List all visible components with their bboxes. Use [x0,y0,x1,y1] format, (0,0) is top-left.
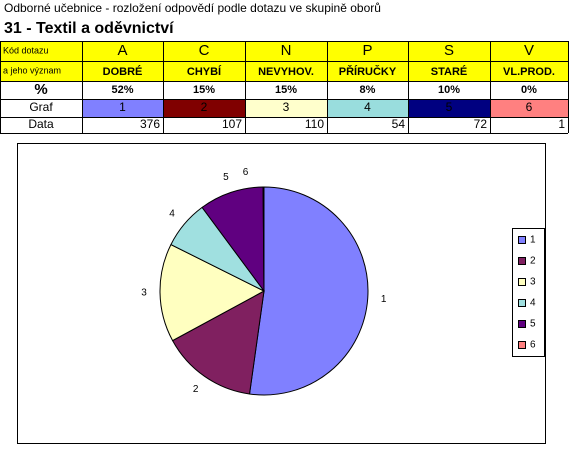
legend-label: 4 [530,298,536,309]
legend-label: 1 [530,235,536,246]
slice-label: 3 [141,288,147,299]
pie-slice [262,186,265,292]
column-code: P [362,42,372,59]
data-value: 376 [140,117,160,131]
column-label: CHYBÍ [187,65,222,78]
data-value: 107 [222,117,242,131]
slice-label: 4 [169,209,175,220]
graph-number: 4 [364,100,371,114]
column-code: A [117,42,127,59]
column-percent: 8% [360,84,376,96]
graph-number: 6 [526,100,533,114]
legend-swatch [518,278,526,286]
data-value: 1 [558,117,565,131]
column-code: V [524,42,534,59]
legend-swatch [518,236,526,244]
legend-swatch [518,299,526,307]
column-label: STARÉ [431,65,467,78]
code-label: Kód dotazu [3,45,49,55]
column-percent: 0% [521,84,537,96]
column-code: C [199,42,210,59]
column-percent: 15% [275,84,297,96]
subtitle: Odborné učebnice - rozložení odpovědí po… [4,1,381,15]
pie-slice [171,290,265,395]
column-percent: 15% [193,84,215,96]
slice-label: 6 [243,167,249,178]
slice-label: 2 [193,384,199,395]
column-code: N [281,42,292,59]
legend-label: 5 [530,319,536,330]
data-value: 110 [305,117,324,131]
column-code: S [444,42,454,59]
legend-swatch [518,341,526,349]
code-label: a jeho význam [3,65,61,75]
graph-number: 3 [283,100,290,114]
graph-number: 1 [119,100,126,114]
pie-slice [248,186,369,396]
column-label: NEVYHOV. [258,66,314,78]
graph-number: 2 [201,100,208,114]
column-percent: 10% [438,84,460,96]
slice-label: 5 [223,172,229,183]
column-label: PŘÍRUČKY [339,65,397,78]
column-label: VL.PROD. [503,66,555,78]
legend-swatch [518,257,526,265]
slice-label: 1 [381,294,387,305]
legend-swatch [518,320,526,328]
data-label: Data [28,117,54,131]
percent-label: % [34,81,47,98]
column-percent: 52% [111,84,133,96]
legend-label: 3 [530,277,536,288]
column-label: DOBRÉ [103,65,143,78]
legend-label: 2 [530,256,536,267]
graph-number: 5 [446,100,453,114]
data-value: 72 [474,117,488,131]
pie-slice [159,243,266,342]
title: 31 - Textil a oděvnictví [4,20,174,37]
data-value: 54 [392,117,406,131]
graph-label: Graf [29,100,53,114]
legend-label: 6 [530,340,536,351]
legend-frame [512,228,545,357]
